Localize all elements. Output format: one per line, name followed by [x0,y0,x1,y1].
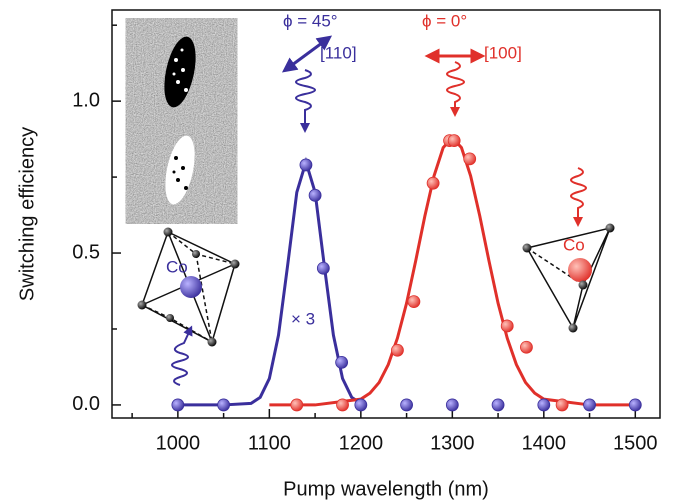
data-point [308,188,322,202]
data-point [491,398,505,412]
data-point [445,398,459,412]
polarization-arrow [281,35,333,73]
y-axis-label: Switching efficiency [16,127,38,301]
data-point [407,295,421,309]
annotation: ϕ = 45° [283,11,338,30]
pump-arrow [570,167,587,227]
data-point [336,398,349,412]
data-point [400,398,413,412]
data-point [217,398,231,412]
data-point [537,398,551,412]
data-point [555,398,569,412]
data-point [520,340,533,354]
x-tick-label: 1000 [156,432,201,454]
x-tick-label: 1400 [522,432,567,454]
y-tick-label: 0.5 [72,241,100,263]
pulse-arrow [446,61,465,117]
data-point [299,158,313,172]
data-point [500,319,514,333]
data-point [463,152,477,166]
x-tick-label: 1500 [613,432,658,454]
data-point [354,398,368,412]
data-point [447,134,461,148]
pulse-arrow [295,69,316,133]
data-point [335,356,349,369]
data-point [628,398,642,412]
annotation: ϕ = 0° [422,11,467,30]
co-atom [180,276,202,298]
x-tick-label: 1300 [430,432,475,454]
annotation: × 3 [291,309,315,328]
inset-images [135,27,228,215]
x-tick-label: 1200 [339,432,384,454]
y-tick-label: 0.0 [72,393,100,415]
y-tick-label: 1.0 [72,89,100,111]
data-point [171,398,185,412]
annotation: [110] [320,43,357,62]
x-tick-label: 1100 [248,432,291,454]
x-axis-label: Pump wavelength (nm) [283,478,489,500]
annotation: [100] [484,43,522,62]
data-point [290,398,304,412]
annotation: Co [166,257,188,276]
annotation: Co [563,235,585,254]
co-atom [568,258,592,282]
data-point [316,261,330,275]
data-point [391,343,404,357]
data-point [426,176,440,190]
pump-arrow [171,325,193,386]
data-point [583,398,596,412]
plot-frame [111,9,661,419]
